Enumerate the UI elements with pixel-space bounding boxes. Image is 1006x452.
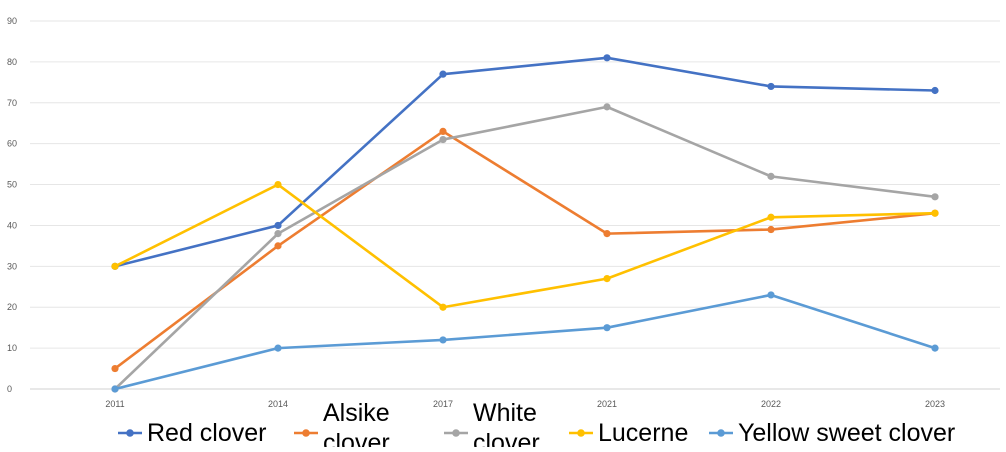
data-point-0-2022 bbox=[767, 82, 775, 91]
series-line-3 bbox=[113, 183, 937, 309]
y-tick-label-80: 80 bbox=[7, 57, 17, 67]
data-point-4-2022 bbox=[767, 291, 775, 299]
data-point-2-2017 bbox=[439, 135, 447, 144]
y-tick-label-90: 90 bbox=[7, 16, 17, 26]
data-point-3-2022 bbox=[767, 213, 775, 221]
series-0 bbox=[111, 54, 939, 270]
x-axis-ticks: 2011 2014 2017 2021 2022 2023 bbox=[105, 399, 945, 409]
y-tick-label-70: 70 bbox=[7, 98, 17, 108]
data-point-4-2017 bbox=[439, 336, 447, 344]
legend-label-1: Alsike clover bbox=[323, 399, 390, 447]
y-tick-label-30: 30 bbox=[7, 261, 17, 271]
x-tick-label-2023: 2023 bbox=[925, 399, 945, 409]
legend-item-3: Lucerne bbox=[569, 419, 688, 447]
data-point-1-2021 bbox=[603, 230, 611, 238]
data-point-2-2014 bbox=[274, 230, 282, 238]
legend-label-3: Lucerne bbox=[598, 419, 688, 447]
data-point-4-2011 bbox=[111, 385, 119, 393]
series-line-2 bbox=[113, 105, 937, 391]
legend-label-0: Red clover bbox=[147, 419, 267, 447]
data-point-3-2023 bbox=[931, 209, 939, 217]
x-tick-label-2014: 2014 bbox=[268, 399, 288, 409]
x-tick-label-2021: 2021 bbox=[597, 399, 617, 409]
data-point-0-2023 bbox=[931, 86, 939, 95]
series-group bbox=[111, 54, 939, 393]
legend-label-2: White clover bbox=[473, 399, 540, 447]
legend-label-4: Yellow sweet clover bbox=[738, 419, 955, 447]
data-point-2-2021 bbox=[603, 103, 611, 111]
legend-swatch-dot-2 bbox=[452, 429, 460, 437]
data-point-0-2021 bbox=[603, 54, 611, 62]
data-point-2-2023 bbox=[931, 193, 939, 201]
x-tick-label-2022: 2022 bbox=[761, 399, 781, 409]
y-tick-label-50: 50 bbox=[7, 180, 17, 190]
series-line-4 bbox=[113, 293, 937, 391]
data-point-1-2011 bbox=[111, 364, 119, 373]
y-tick-label-20: 20 bbox=[7, 302, 17, 312]
data-point-0-2014 bbox=[274, 221, 282, 230]
series-line-0 bbox=[113, 56, 937, 268]
data-point-3-2014 bbox=[274, 180, 282, 189]
data-point-1-2017 bbox=[439, 127, 447, 135]
y-tick-label-0: 0 bbox=[7, 384, 12, 394]
legend-swatch-dot-0 bbox=[126, 429, 134, 437]
legend-item-4: Yellow sweet clover bbox=[709, 419, 955, 447]
grid-lines bbox=[30, 20, 1000, 390]
data-point-3-2017 bbox=[439, 303, 447, 311]
data-point-1-2014 bbox=[274, 242, 282, 250]
data-point-4-2021 bbox=[603, 324, 611, 332]
series-3 bbox=[111, 180, 939, 311]
y-tick-label-60: 60 bbox=[7, 139, 17, 149]
y-tick-label-40: 40 bbox=[7, 220, 17, 230]
x-tick-label-2011: 2011 bbox=[105, 399, 124, 409]
y-axis-ticks: 0 10 20 30 40 50 60 70 80 90 bbox=[7, 16, 17, 394]
legend-swatch-dot-3 bbox=[577, 429, 585, 437]
series-4 bbox=[111, 291, 939, 393]
legend-item-2: White clover bbox=[444, 399, 540, 452]
data-point-4-2014 bbox=[274, 344, 282, 352]
legend: Red clover Alsike clover White clover Lucerne… bbox=[118, 399, 955, 452]
data-point-3-2021 bbox=[603, 275, 611, 283]
data-point-2-2022 bbox=[767, 172, 775, 180]
series-1 bbox=[111, 127, 939, 373]
data-point-0-2017 bbox=[439, 70, 447, 78]
x-tick-label-2017: 2017 bbox=[433, 399, 453, 409]
data-point-4-2023 bbox=[931, 344, 939, 352]
data-point-1-2022 bbox=[767, 225, 775, 234]
series-2 bbox=[111, 103, 939, 393]
legend-item-0: Red clover bbox=[118, 419, 267, 447]
legend-swatch-dot-4 bbox=[717, 429, 725, 437]
data-point-3-2011 bbox=[111, 262, 119, 270]
series-line-1 bbox=[113, 130, 937, 370]
legend-item-1: Alsike clover bbox=[294, 399, 390, 452]
legend-swatch-dot-1 bbox=[302, 429, 310, 437]
y-tick-label-10: 10 bbox=[7, 343, 17, 353]
